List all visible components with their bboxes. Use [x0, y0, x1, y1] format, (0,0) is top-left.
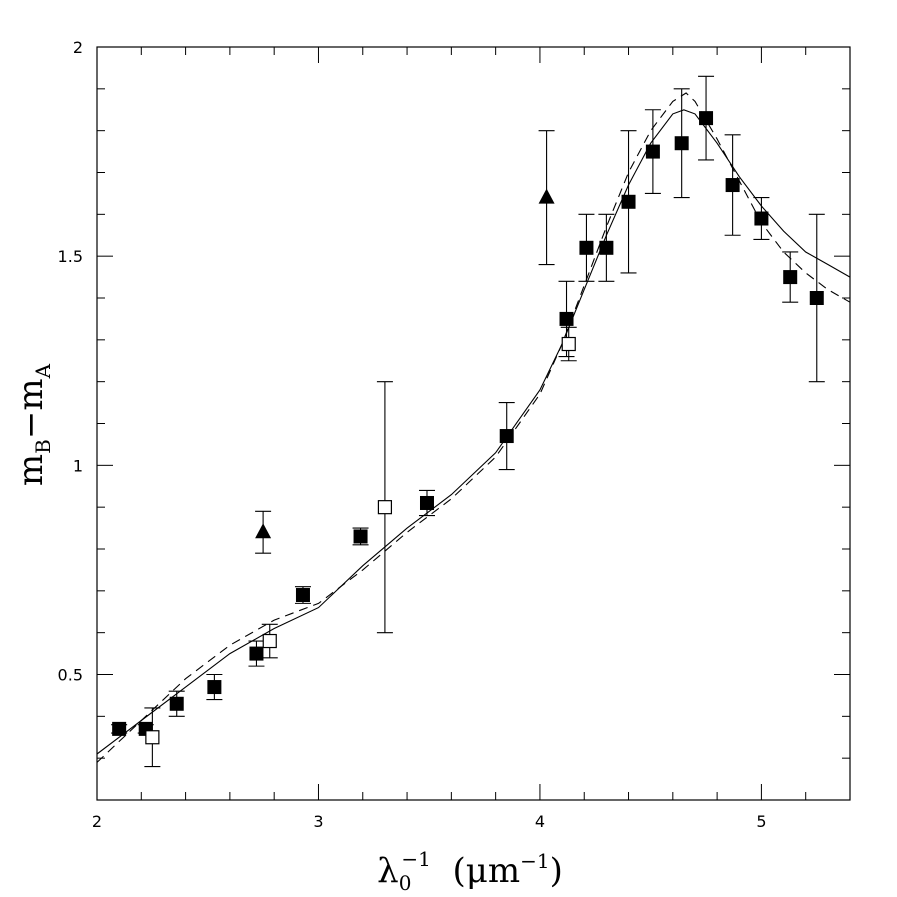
marker — [599, 240, 614, 255]
marker — [169, 696, 184, 711]
filled-squares-point — [168, 690, 185, 717]
marker — [207, 680, 222, 695]
marker — [754, 211, 769, 226]
marker — [559, 311, 574, 326]
open-squares-point — [376, 381, 393, 634]
filled-squares-point — [724, 134, 741, 236]
x-tick-label: 3 — [313, 812, 323, 831]
filled-squares-point — [620, 130, 637, 274]
open-squares-point — [560, 326, 577, 362]
filled-squares-point — [206, 673, 223, 701]
curves — [96, 92, 851, 763]
marker — [145, 730, 160, 745]
marker — [725, 178, 740, 193]
marker — [112, 721, 127, 736]
marker — [621, 194, 636, 209]
ticks — [96, 46, 851, 801]
filled-squares-point — [248, 640, 265, 667]
x-tick-label: 5 — [756, 812, 766, 831]
marker — [499, 429, 514, 444]
filled-squares-point — [753, 197, 770, 240]
marker — [538, 188, 555, 204]
triangles-point — [538, 130, 555, 266]
marker — [255, 523, 272, 539]
filled-squares-point — [294, 586, 311, 604]
open-squares-point — [261, 623, 278, 659]
filled-squares-point — [808, 213, 825, 383]
filled-squares-point — [782, 251, 799, 303]
marker — [645, 144, 660, 159]
solid-model-curve — [96, 109, 851, 755]
filled-squares-point — [644, 109, 661, 194]
marker — [783, 270, 798, 285]
filled-squares-point — [352, 527, 369, 546]
filled-squares-point — [598, 213, 615, 282]
filled-squares-point — [418, 489, 435, 517]
filled-squares-point — [698, 75, 715, 161]
triangles-point — [255, 510, 272, 554]
filled-squares-point — [578, 213, 595, 282]
y-axis-label: mB−mA — [11, 363, 55, 486]
marker — [295, 588, 310, 603]
y-tick-label: 1.5 — [58, 247, 83, 266]
y-tick-label: 2 — [73, 38, 83, 57]
tick-labels: 2 3 4 5 0.5 1 1.5 2 — [58, 38, 767, 831]
x-axis-label: λ0−1 (μm−1) — [377, 847, 563, 895]
x-tick-label: 2 — [92, 812, 102, 831]
marker — [674, 136, 689, 151]
marker — [262, 633, 277, 649]
y-tick-label: 0.5 — [58, 666, 83, 685]
open-squares-point — [144, 707, 161, 768]
marker — [377, 500, 393, 515]
marker — [699, 111, 714, 126]
marker — [419, 495, 434, 510]
filled-squares-point — [111, 721, 128, 736]
filled-squares-point — [498, 402, 515, 471]
filled-squares-point — [673, 88, 690, 199]
marker — [579, 240, 594, 255]
dashed-model-curve — [96, 92, 851, 763]
marker — [561, 336, 576, 352]
marker — [249, 646, 264, 661]
marker — [353, 529, 368, 544]
y-tick-label: 1 — [73, 456, 83, 475]
marker — [809, 291, 824, 305]
x-tick-label: 4 — [535, 812, 545, 831]
points — [111, 75, 825, 768]
